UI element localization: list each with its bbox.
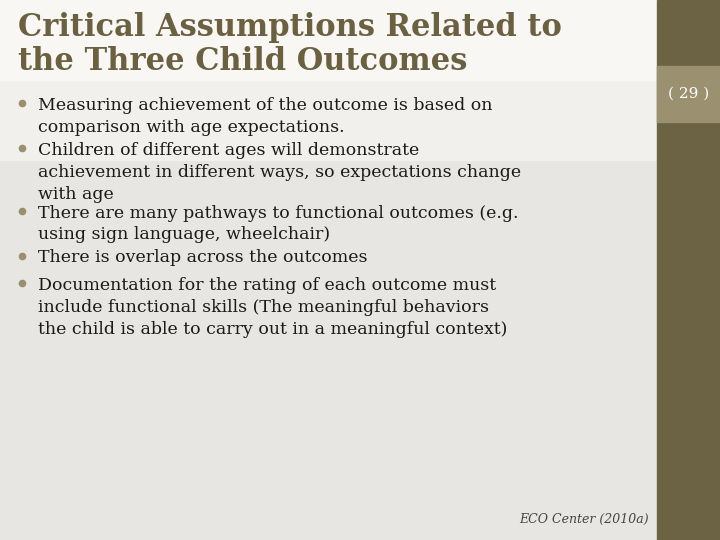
Text: ECO Center (2010a): ECO Center (2010a): [519, 513, 649, 526]
Text: ( 29 ): ( 29 ): [668, 87, 709, 101]
Text: There is overlap across the outcomes: There is overlap across the outcomes: [38, 249, 367, 267]
Text: Children of different ages will demonstrate
achievement in different ways, so ex: Children of different ages will demonstr…: [38, 142, 521, 203]
Text: Critical Assumptions Related to: Critical Assumptions Related to: [18, 12, 562, 43]
Text: There are many pathways to functional outcomes (e.g.
using sign language, wheelc: There are many pathways to functional ou…: [38, 205, 518, 244]
Text: Documentation for the rating of each outcome must
include functional skills (The: Documentation for the rating of each out…: [38, 277, 508, 338]
Bar: [657, 66, 720, 122]
Bar: [0, 0, 657, 160]
Bar: [0, 0, 657, 80]
Bar: [657, 0, 720, 540]
Text: the Three Child Outcomes: the Three Child Outcomes: [18, 46, 467, 77]
Text: Measuring achievement of the outcome is based on
comparison with age expectation: Measuring achievement of the outcome is …: [38, 97, 492, 136]
